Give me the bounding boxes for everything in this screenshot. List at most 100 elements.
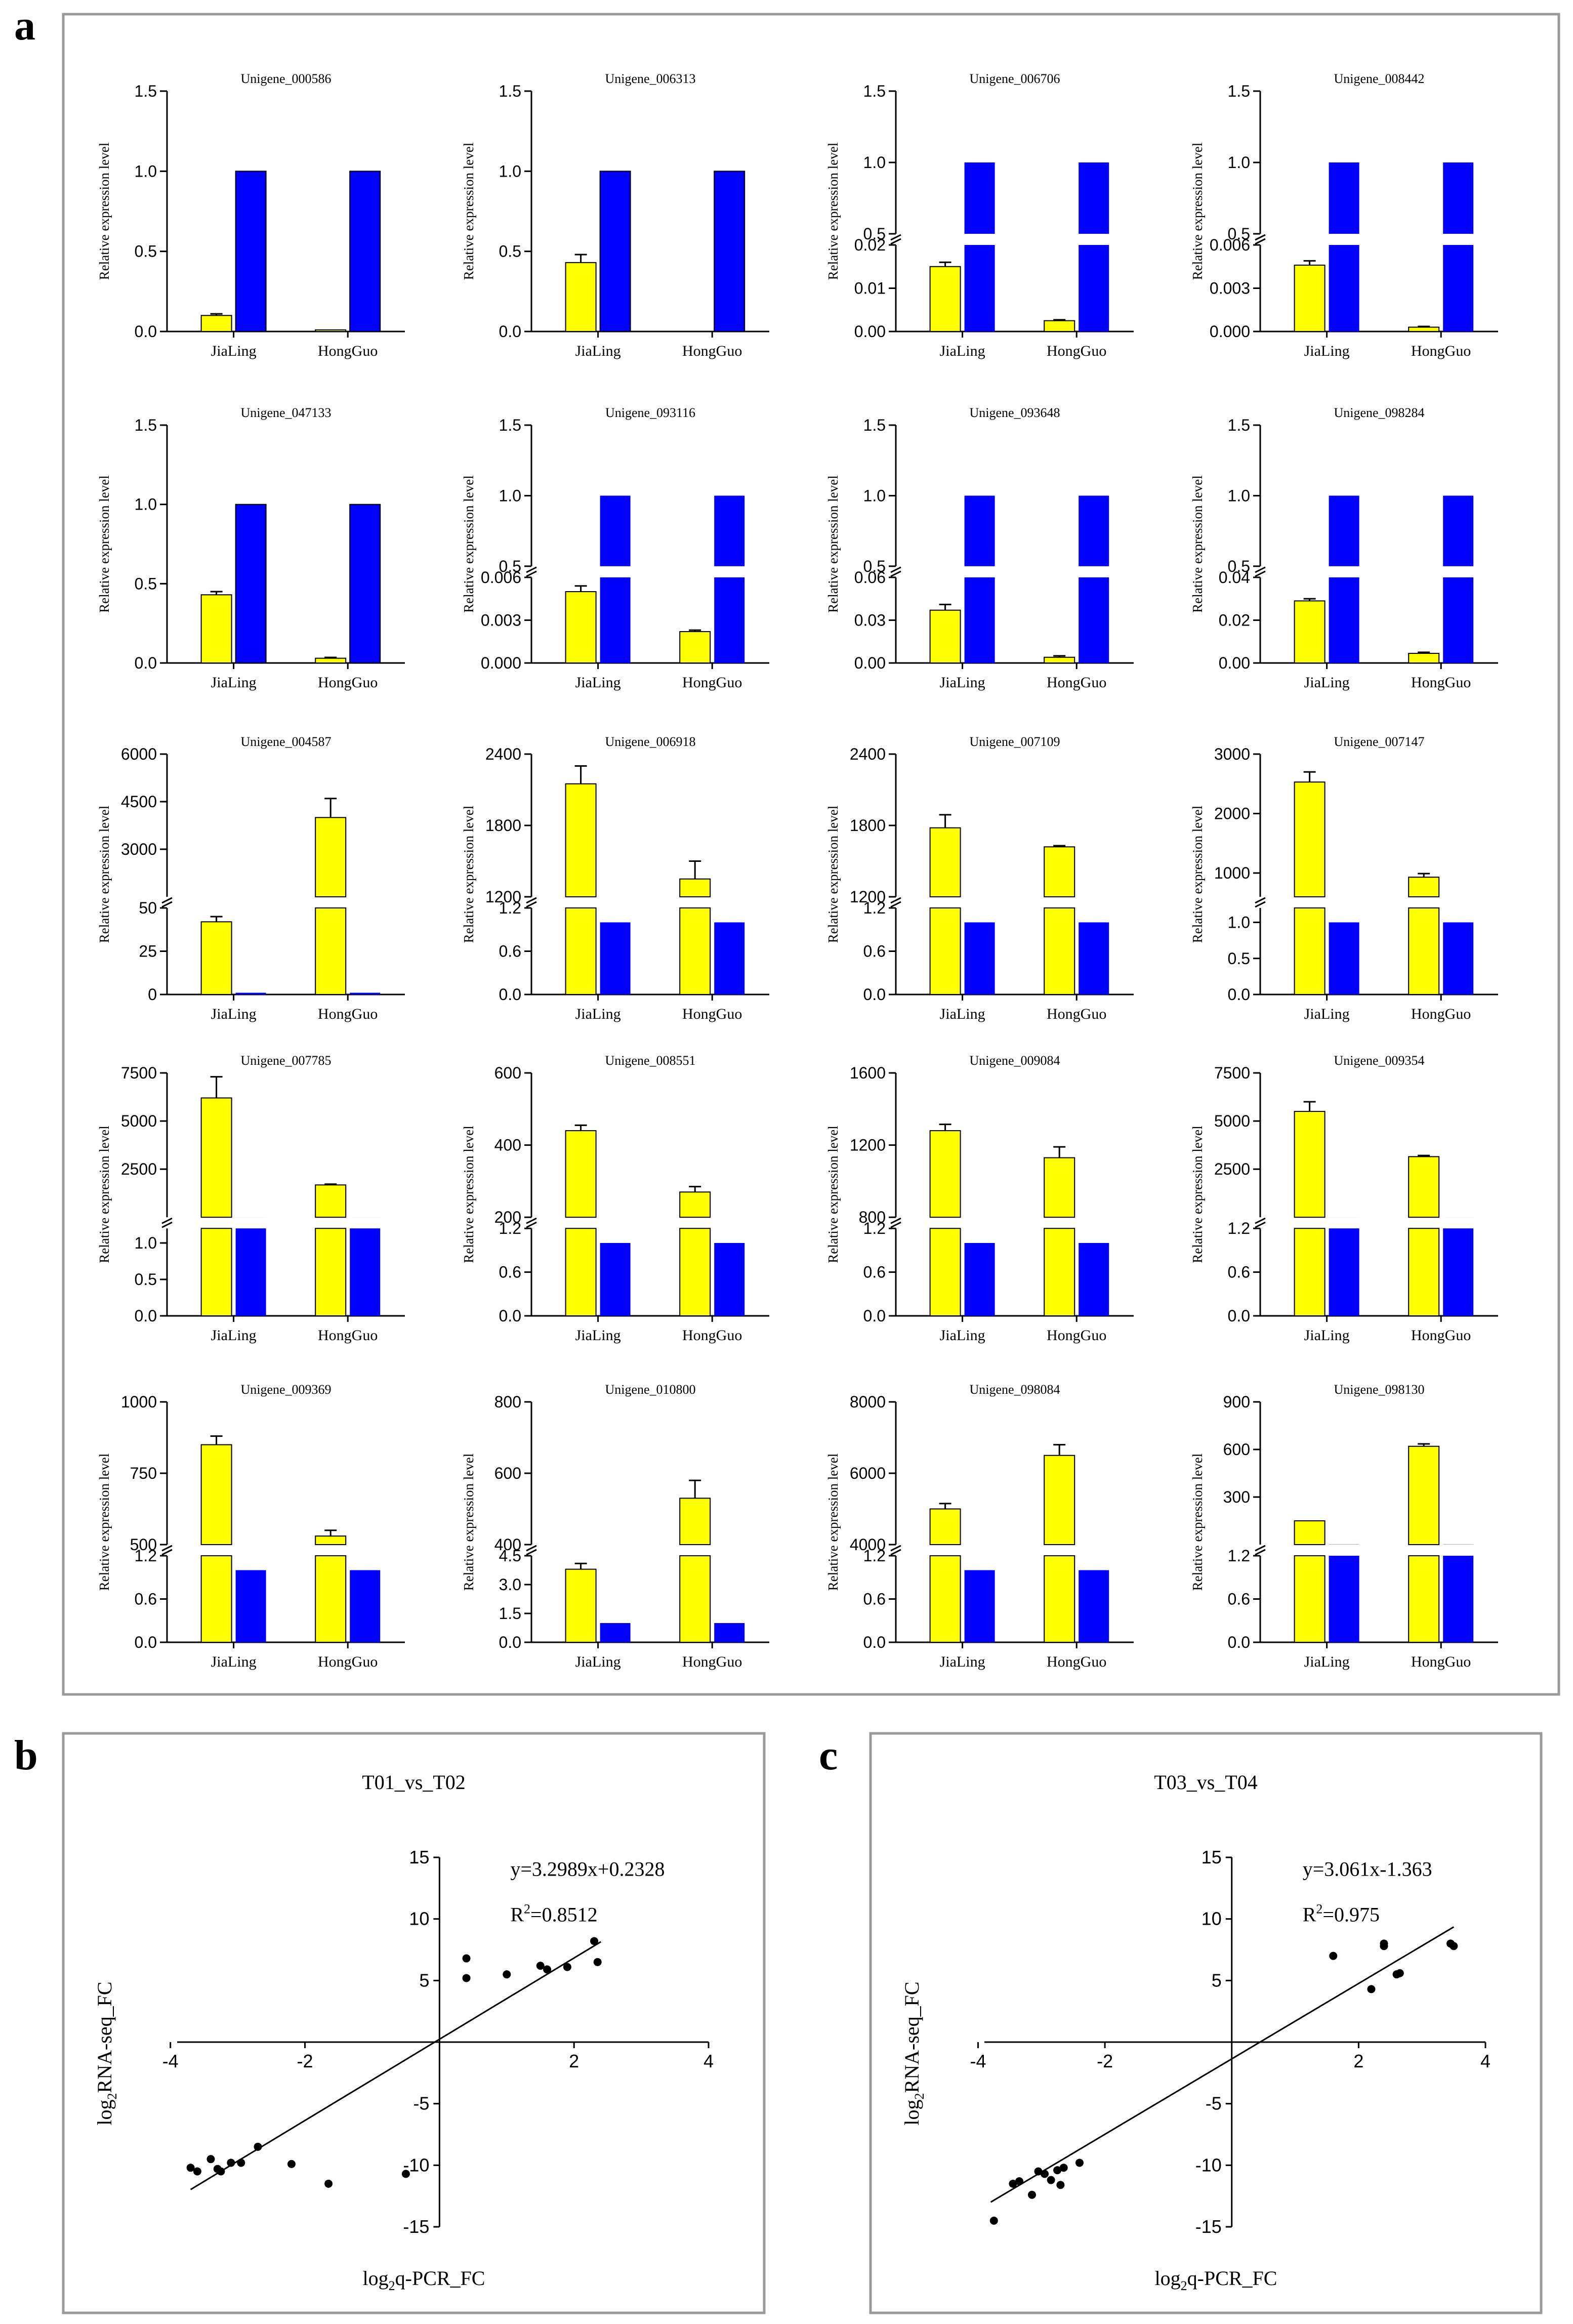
- data-point: [462, 1974, 471, 1982]
- y-tick-label: 10: [409, 1908, 429, 1929]
- y-tick-label: 1.2: [1228, 1219, 1250, 1237]
- x-tick-label: JiaLing: [1304, 343, 1350, 359]
- bar-blue-low: [600, 1243, 631, 1316]
- y-tick-label: 2000: [1214, 805, 1250, 823]
- y-tick-label: 1.5: [499, 1604, 521, 1623]
- y-tick-label: 0.0: [863, 1633, 886, 1651]
- y-tick-label: 1.0: [135, 162, 157, 180]
- bar-chart-Unigene_007147: Unigene_007147 0.0 0.5 1.0 1000 2000 3000 Relat…: [1190, 734, 1498, 1022]
- data-point: [1056, 2181, 1065, 2189]
- bar-chart-Unigene_004587: Unigene_004587 0 25 50 3000 4500 6000 Relative …: [97, 734, 405, 1022]
- x-tick-label: JiaLing: [575, 1653, 621, 1670]
- y-tick-label: 1600: [850, 1064, 886, 1082]
- x-tick-label: HongGuo: [318, 674, 378, 691]
- axis-break-mark: [526, 1221, 537, 1228]
- bar-blue-low: [714, 922, 745, 994]
- y-tick-label: 1200: [850, 1136, 886, 1154]
- y-axis-label: Relative expression level: [97, 1454, 112, 1591]
- y-tick-label: 25: [139, 942, 157, 961]
- y-tick-label: 1.5: [1228, 416, 1250, 434]
- y-tick-label: 7500: [1214, 1064, 1250, 1082]
- x-tick-label: JiaLing: [211, 1327, 257, 1344]
- data-point: [254, 2142, 262, 2151]
- axis-break-mark: [890, 238, 901, 245]
- bar-chart-Unigene_000586: Unigene_000586 0.0 0.5 1.0 1.5 Relative expre…: [97, 71, 405, 359]
- y-tick-label: 0.5: [499, 557, 521, 575]
- bar-yellow-low: [1294, 264, 1326, 333]
- x-tick-label: HongGuo: [1411, 674, 1471, 691]
- scatter-title: T03_vs_T04: [1154, 1771, 1257, 1794]
- y-tick-label: 2400: [485, 745, 521, 763]
- bar-yellow-high: [315, 817, 347, 898]
- data-point: [989, 2216, 998, 2225]
- y-tick-label: 50: [139, 899, 157, 917]
- x-tick-label: -4: [970, 2051, 986, 2071]
- axis-break-mark: [161, 1549, 173, 1556]
- x-tick-label: JiaLing: [211, 674, 257, 691]
- y-tick-label: 1.0: [135, 495, 157, 514]
- bar-blue-low: [1079, 1570, 1109, 1642]
- y-tick-label: 1.5: [863, 82, 886, 100]
- y-tick-label: 0.0: [863, 985, 886, 1004]
- x-tick-label: HongGuo: [1047, 1327, 1106, 1344]
- bar-blue-low: [1079, 922, 1109, 994]
- bar-blue: [349, 504, 381, 664]
- x-tick-label: JiaLing: [575, 1327, 621, 1344]
- bar-yellow-low: [929, 1228, 961, 1316]
- axis-break-mark: [161, 1545, 173, 1552]
- x-tick-label: HongGuo: [1047, 1653, 1106, 1670]
- y-axis-label: Relative expression level: [97, 475, 112, 612]
- y-tick-label: 5000: [121, 1112, 157, 1130]
- bar-blue-low: [235, 1570, 266, 1642]
- bar-yellow: [565, 262, 597, 332]
- y-tick-label: 0.06: [854, 568, 886, 587]
- y-axis-label: Relative expression level: [1190, 143, 1205, 280]
- data-point: [1041, 2170, 1049, 2178]
- bar-yellow-low: [1044, 1228, 1075, 1316]
- y-axis-label: Relative expression level: [1190, 1454, 1205, 1591]
- x-tick-label: HongGuo: [682, 343, 742, 359]
- bar-yellow-low: [679, 907, 711, 995]
- data-point: [1450, 1942, 1458, 1950]
- y-tick-label: 15: [1202, 1847, 1222, 1868]
- bar-blue-high: [1329, 495, 1359, 566]
- x-tick-label: HongGuo: [318, 343, 378, 359]
- x-tick-label: -4: [162, 2051, 179, 2071]
- chart-title: Unigene_009354: [1334, 1053, 1424, 1068]
- y-axis-label: Relative expression level: [1190, 475, 1205, 612]
- data-point: [1053, 2166, 1062, 2175]
- bar-yellow-low: [1408, 652, 1440, 663]
- y-tick-label: 8000: [850, 1393, 886, 1411]
- fit-equation: y=3.061x-1.363: [1303, 1858, 1432, 1881]
- data-point: [227, 2159, 235, 2167]
- y-axis-label: Relative expression level: [825, 806, 841, 943]
- data-point: [536, 1962, 545, 1970]
- x-tick-label: 2: [569, 2051, 579, 2071]
- bar-blue-low: [1443, 577, 1474, 663]
- x-tick-label: JiaLing: [940, 1006, 985, 1022]
- y-tick-label: 0.0: [135, 1307, 157, 1325]
- data-point: [217, 2167, 225, 2176]
- data-point: [287, 2160, 296, 2168]
- bar-yellow-low: [565, 591, 597, 663]
- y-tick-label: 1200: [485, 888, 521, 906]
- y-tick-label: 0.01: [854, 279, 886, 298]
- data-point: [193, 2167, 201, 2176]
- bar-blue-low: [350, 1570, 381, 1642]
- r-squared: R2=0.8512: [510, 1902, 597, 1926]
- y-tick-label: 0.0: [135, 1633, 157, 1651]
- panel-b-scatter: T01_vs_T02-4 -2 2 415105-5-10-15y=3.2989x+0…: [62, 1732, 766, 2314]
- y-tick-label: 0.0: [1228, 1307, 1250, 1325]
- x-tick-label: JiaLing: [1304, 1653, 1350, 1670]
- axis-break-mark: [1255, 901, 1266, 908]
- y-axis-label: log2RNA-seq_FC: [900, 1981, 927, 2125]
- bar-yellow-high: [200, 1444, 232, 1546]
- x-tick-label: HongGuo: [682, 674, 742, 691]
- bar-blue-low: [964, 1570, 995, 1642]
- axis-break-mark: [1255, 238, 1266, 245]
- y-axis-label: Relative expression level: [825, 475, 841, 612]
- y-tick-label: 6000: [850, 1464, 886, 1482]
- data-point: [401, 2170, 410, 2178]
- x-tick-label: JiaLing: [940, 343, 985, 359]
